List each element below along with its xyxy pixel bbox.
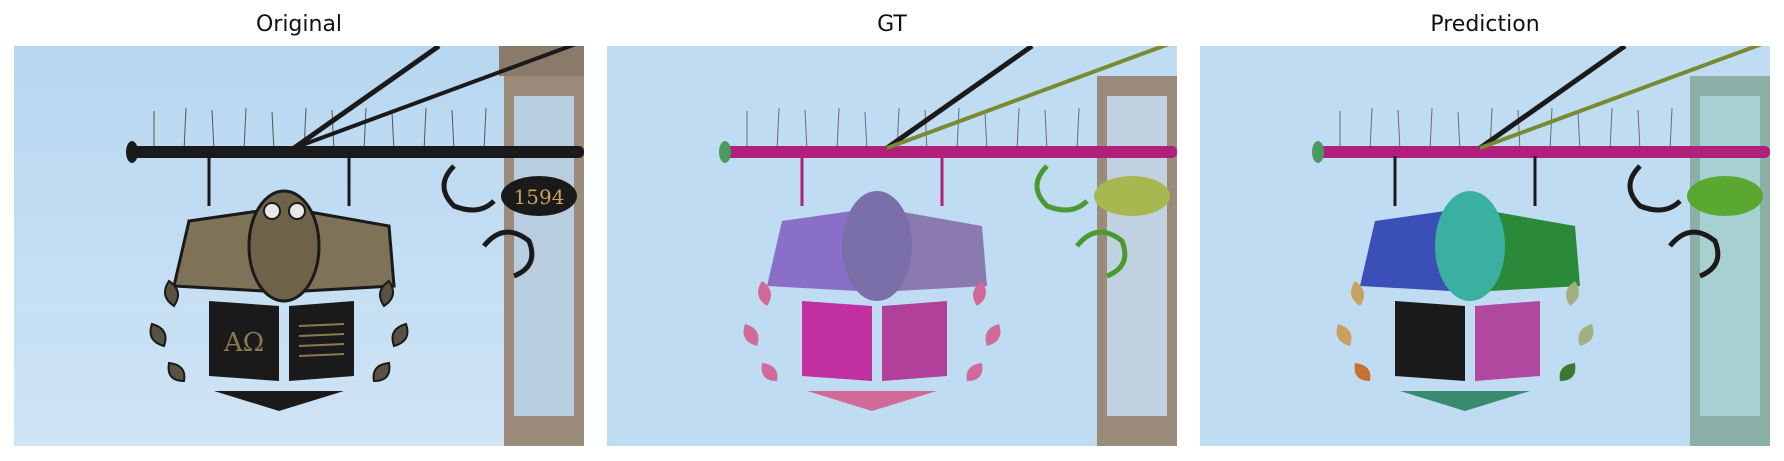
prediction-image bbox=[1200, 46, 1770, 446]
panel-title-original: Original bbox=[255, 12, 343, 37]
owl-sign-prediction-mask-icon bbox=[1200, 46, 1770, 446]
book-letters: AΩ bbox=[223, 328, 264, 358]
original-image: AΩ 1594 bbox=[14, 46, 584, 446]
year-plate-text: 1594 bbox=[514, 185, 565, 209]
owl-sign-photo-icon: AΩ 1594 bbox=[14, 46, 584, 446]
gt-image bbox=[607, 46, 1177, 446]
panel-title-prediction: Prediction bbox=[1430, 12, 1540, 37]
panel-title-gt: GT bbox=[877, 12, 907, 37]
owl-sign-ground-truth-mask-icon bbox=[607, 46, 1177, 446]
